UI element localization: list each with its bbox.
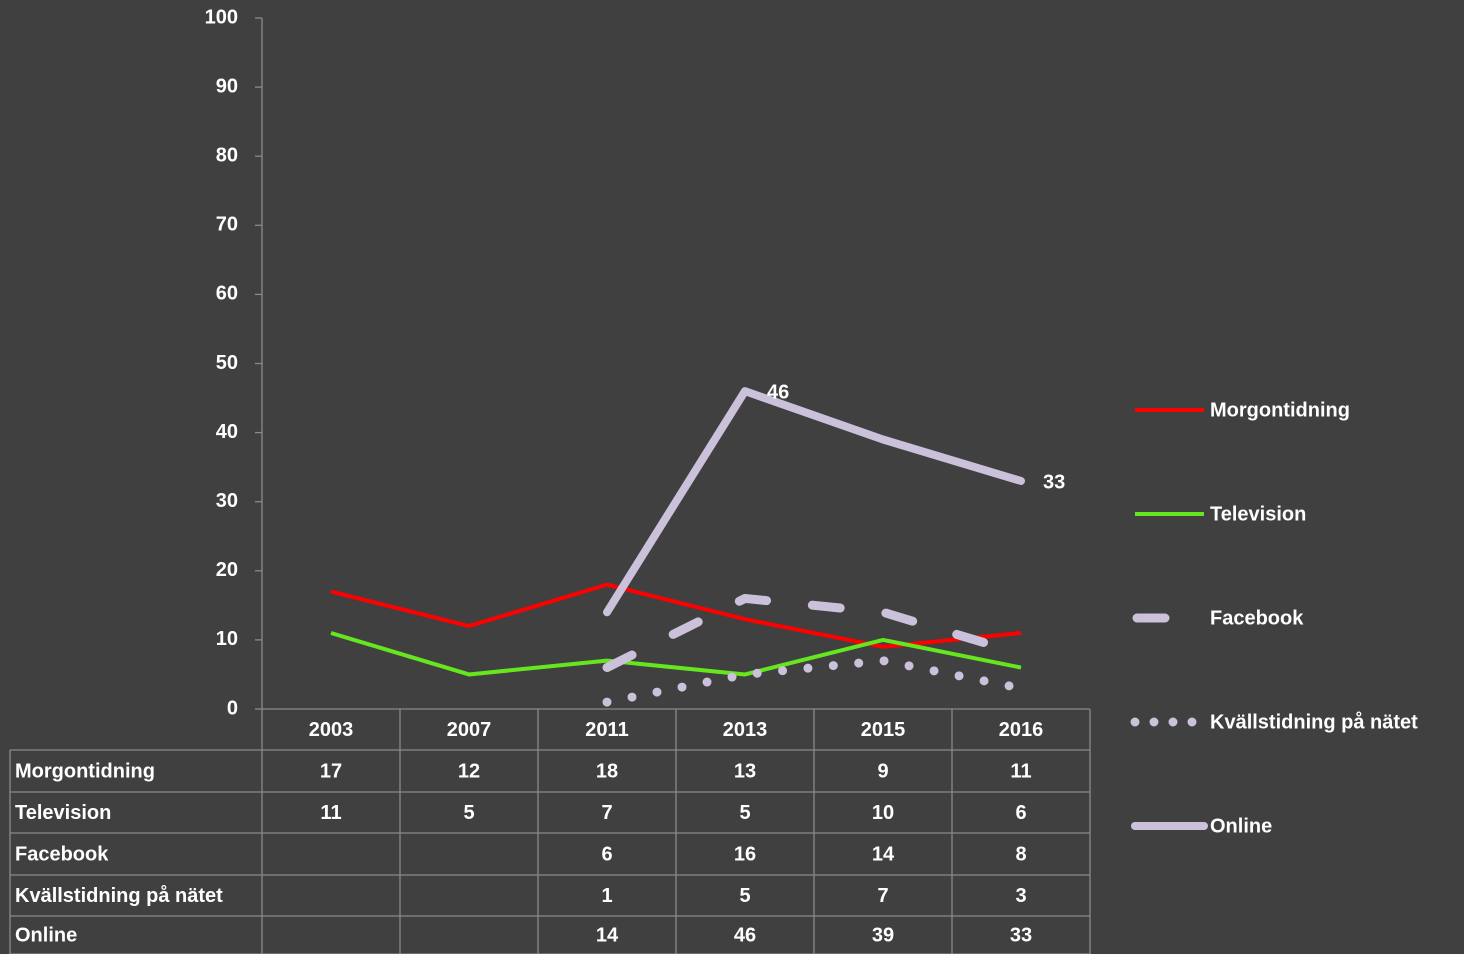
table-cell: 13 xyxy=(734,760,756,782)
table-row-label: Facebook xyxy=(15,843,109,865)
y-tick-label: 0 xyxy=(227,697,238,719)
y-tick-label: 70 xyxy=(216,214,238,236)
table-cell: 6 xyxy=(601,843,612,865)
y-tick-label: 90 xyxy=(216,75,238,97)
table-cell: 11 xyxy=(1010,760,1031,782)
table-cell: 46 xyxy=(734,924,756,946)
legend-label: Morgontidning xyxy=(1210,399,1350,421)
table-cell: 7 xyxy=(877,885,888,907)
series-line xyxy=(602,593,1026,673)
table-row-label: Television xyxy=(15,802,111,824)
table-cell: 1 xyxy=(601,885,612,907)
data-label: 46 xyxy=(767,381,789,403)
series-line xyxy=(603,387,1025,617)
table-cell: 16 xyxy=(734,843,756,865)
y-tick-label: 20 xyxy=(216,559,238,581)
x-tick-label: 2013 xyxy=(723,719,768,741)
x-tick-label: 2016 xyxy=(999,719,1044,741)
table-cell: 17 xyxy=(320,760,342,782)
table-cell: 7 xyxy=(601,802,612,824)
x-tick-label: 2011 xyxy=(585,719,628,741)
table-cell: 5 xyxy=(739,802,750,824)
y-tick-label: 50 xyxy=(216,352,238,374)
x-tick-label: 2015 xyxy=(861,719,906,741)
y-tick-label: 10 xyxy=(216,628,238,650)
x-tick-label: 2003 xyxy=(309,719,354,741)
table-cell: 5 xyxy=(739,885,750,907)
table-cell: 33 xyxy=(1010,924,1032,946)
table-cell: 3 xyxy=(1015,885,1026,907)
table-cell: 9 xyxy=(877,760,888,782)
legend-label: Kvällstidning på nätet xyxy=(1210,710,1418,733)
table-cell: 39 xyxy=(872,924,894,946)
legend-label: Television xyxy=(1210,503,1306,525)
x-tick-label: 2007 xyxy=(447,719,492,741)
table-cell: 8 xyxy=(1015,843,1026,865)
table-cell: 10 xyxy=(872,802,894,824)
table-cell: 14 xyxy=(596,924,619,946)
data-label: 33 xyxy=(1043,471,1065,493)
table-cell: 5 xyxy=(463,802,474,824)
table-cell: 14 xyxy=(872,843,895,865)
table-row-label: Morgontidning xyxy=(15,760,155,782)
y-tick-label: 100 xyxy=(205,6,238,28)
y-tick-label: 30 xyxy=(216,490,238,512)
y-tick-label: 60 xyxy=(216,283,238,305)
table-cell: 11 xyxy=(320,802,341,824)
table-row-label: Online xyxy=(15,924,77,946)
series-line xyxy=(330,631,1022,677)
y-tick-label: 40 xyxy=(216,421,238,443)
y-tick-label: 80 xyxy=(216,144,238,166)
table-cell: 12 xyxy=(458,760,480,782)
table-cell: 6 xyxy=(1015,802,1026,824)
legend-label: Online xyxy=(1210,815,1272,837)
legend-label: Facebook xyxy=(1210,607,1304,629)
table-row-label: Kvällstidning på nätet xyxy=(15,884,223,907)
table-cell: 18 xyxy=(596,760,618,782)
